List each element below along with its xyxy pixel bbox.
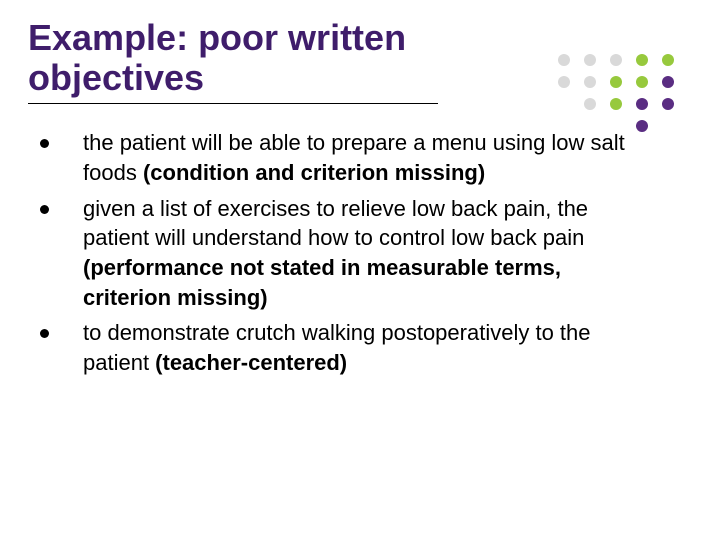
bullet-icon — [40, 139, 49, 148]
deco-dot — [558, 76, 570, 88]
bullet-item: to demonstrate crutch walking postoperat… — [40, 318, 632, 377]
bullet-text: the patient will be able to prepare a me… — [83, 128, 632, 187]
content-area: the patient will be able to prepare a me… — [28, 128, 692, 378]
bullet-icon — [40, 205, 49, 214]
decoration-dots — [510, 50, 710, 130]
deco-dot — [584, 98, 596, 110]
deco-dot — [610, 76, 622, 88]
deco-dot — [662, 76, 674, 88]
deco-dot — [584, 54, 596, 66]
bullet-icon — [40, 329, 49, 338]
bullet-emphasis: (performance not stated in measurable te… — [83, 255, 561, 310]
bullet-plain: given a list of exercises to relieve low… — [83, 196, 588, 251]
bullet-text: given a list of exercises to relieve low… — [83, 194, 632, 313]
title-block: Example: poor written objectives — [28, 18, 438, 104]
deco-dot — [662, 98, 674, 110]
deco-dot — [610, 54, 622, 66]
bullet-emphasis: (teacher-centered) — [155, 350, 347, 375]
slide: Example: poor written objectives the pat… — [0, 0, 720, 540]
bullet-item: the patient will be able to prepare a me… — [40, 128, 632, 187]
deco-dot — [610, 98, 622, 110]
deco-dot — [558, 54, 570, 66]
bullet-item: given a list of exercises to relieve low… — [40, 194, 632, 313]
deco-dot — [636, 98, 648, 110]
deco-dot — [662, 54, 674, 66]
bullet-text: to demonstrate crutch walking postoperat… — [83, 318, 632, 377]
deco-dot — [636, 76, 648, 88]
bullet-emphasis: (condition and criterion missing) — [143, 160, 485, 185]
deco-dot — [584, 76, 596, 88]
deco-dot — [636, 120, 648, 132]
slide-title: Example: poor written objectives — [28, 18, 438, 97]
deco-dot — [636, 54, 648, 66]
